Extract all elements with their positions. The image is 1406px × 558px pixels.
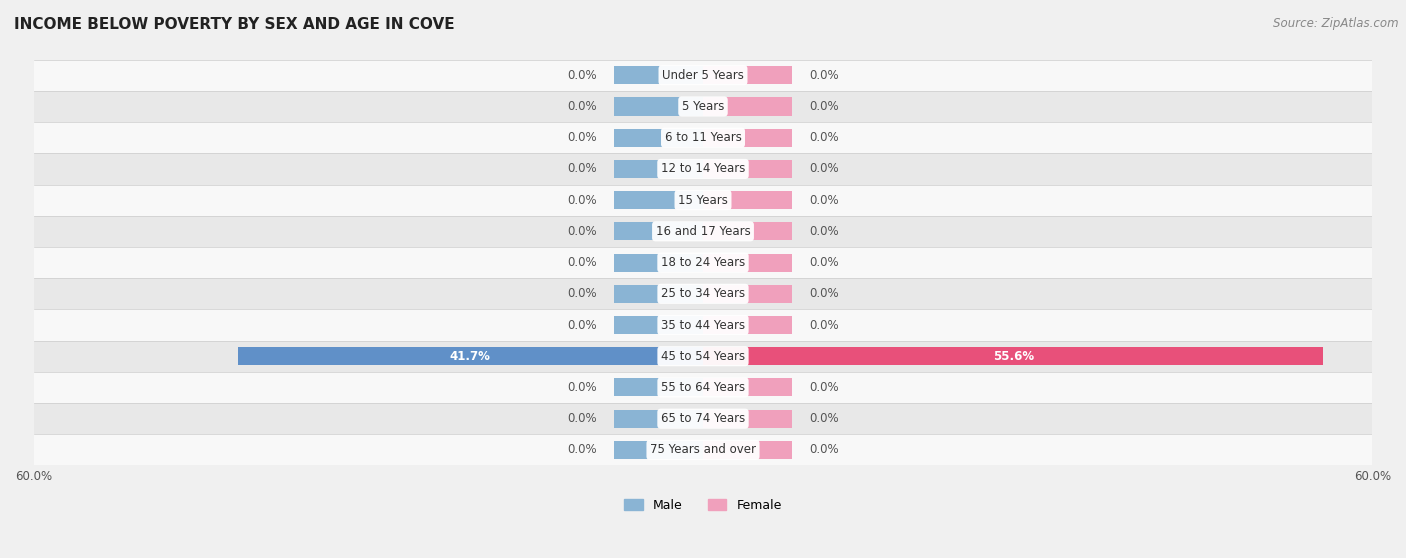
Text: 0.0%: 0.0% (808, 100, 838, 113)
Bar (34, 278, 1372, 309)
Bar (34, 340, 1372, 372)
Bar (703, 410, 792, 428)
Text: 0.0%: 0.0% (808, 381, 838, 394)
Bar (614, 285, 703, 303)
Text: 0.0%: 0.0% (808, 131, 838, 144)
Bar (703, 222, 792, 240)
Bar (34, 122, 1372, 153)
Bar (34, 372, 1372, 403)
Bar (614, 316, 703, 334)
Text: 0.0%: 0.0% (568, 287, 598, 300)
Text: 0.0%: 0.0% (568, 162, 598, 175)
Bar (238, 347, 703, 365)
Bar (614, 98, 703, 116)
Text: 18 to 24 Years: 18 to 24 Years (661, 256, 745, 269)
Text: 0.0%: 0.0% (808, 162, 838, 175)
Text: 5 Years: 5 Years (682, 100, 724, 113)
Text: 0.0%: 0.0% (568, 381, 598, 394)
Text: 0.0%: 0.0% (568, 194, 598, 206)
Bar (703, 66, 792, 84)
Bar (703, 253, 792, 272)
Text: 75 Years and over: 75 Years and over (650, 444, 756, 456)
Text: 0.0%: 0.0% (568, 412, 598, 425)
Bar (34, 60, 1372, 91)
Text: Source: ZipAtlas.com: Source: ZipAtlas.com (1274, 17, 1399, 30)
Bar (703, 347, 1323, 365)
Bar (34, 185, 1372, 216)
Text: 0.0%: 0.0% (568, 69, 598, 82)
Text: 55.6%: 55.6% (993, 350, 1033, 363)
Bar (614, 191, 703, 209)
Bar (703, 378, 792, 397)
Bar (703, 129, 792, 147)
Text: Under 5 Years: Under 5 Years (662, 69, 744, 82)
Bar (703, 160, 792, 178)
Text: 15 Years: 15 Years (678, 194, 728, 206)
Text: 0.0%: 0.0% (808, 194, 838, 206)
Bar (34, 403, 1372, 434)
Bar (703, 191, 792, 209)
Text: 0.0%: 0.0% (808, 319, 838, 331)
Bar (614, 410, 703, 428)
Text: 45 to 54 Years: 45 to 54 Years (661, 350, 745, 363)
Text: 0.0%: 0.0% (808, 412, 838, 425)
Text: 55 to 64 Years: 55 to 64 Years (661, 381, 745, 394)
Bar (614, 253, 703, 272)
Text: 35 to 44 Years: 35 to 44 Years (661, 319, 745, 331)
Text: INCOME BELOW POVERTY BY SEX AND AGE IN COVE: INCOME BELOW POVERTY BY SEX AND AGE IN C… (14, 17, 454, 32)
Bar (703, 98, 792, 116)
Bar (614, 66, 703, 84)
Text: 0.0%: 0.0% (808, 287, 838, 300)
Text: 12 to 14 Years: 12 to 14 Years (661, 162, 745, 175)
Bar (34, 434, 1372, 465)
Bar (703, 285, 792, 303)
Text: 41.7%: 41.7% (450, 350, 491, 363)
Text: 0.0%: 0.0% (808, 256, 838, 269)
Text: 16 and 17 Years: 16 and 17 Years (655, 225, 751, 238)
Bar (614, 441, 703, 459)
Bar (703, 316, 792, 334)
Text: 65 to 74 Years: 65 to 74 Years (661, 412, 745, 425)
Text: 6 to 11 Years: 6 to 11 Years (665, 131, 741, 144)
Bar (703, 441, 792, 459)
Text: 0.0%: 0.0% (808, 225, 838, 238)
Text: 0.0%: 0.0% (568, 225, 598, 238)
Bar (34, 91, 1372, 122)
Text: 0.0%: 0.0% (808, 69, 838, 82)
Bar (34, 309, 1372, 340)
Bar (614, 222, 703, 240)
Bar (614, 129, 703, 147)
Legend: Male, Female: Male, Female (624, 499, 782, 512)
Bar (614, 378, 703, 397)
Text: 0.0%: 0.0% (568, 444, 598, 456)
Bar (34, 216, 1372, 247)
Text: 25 to 34 Years: 25 to 34 Years (661, 287, 745, 300)
Text: 0.0%: 0.0% (568, 131, 598, 144)
Text: 0.0%: 0.0% (568, 100, 598, 113)
Text: 0.0%: 0.0% (568, 256, 598, 269)
Bar (614, 160, 703, 178)
Text: 0.0%: 0.0% (808, 444, 838, 456)
Bar (34, 247, 1372, 278)
Bar (34, 153, 1372, 185)
Text: 0.0%: 0.0% (568, 319, 598, 331)
